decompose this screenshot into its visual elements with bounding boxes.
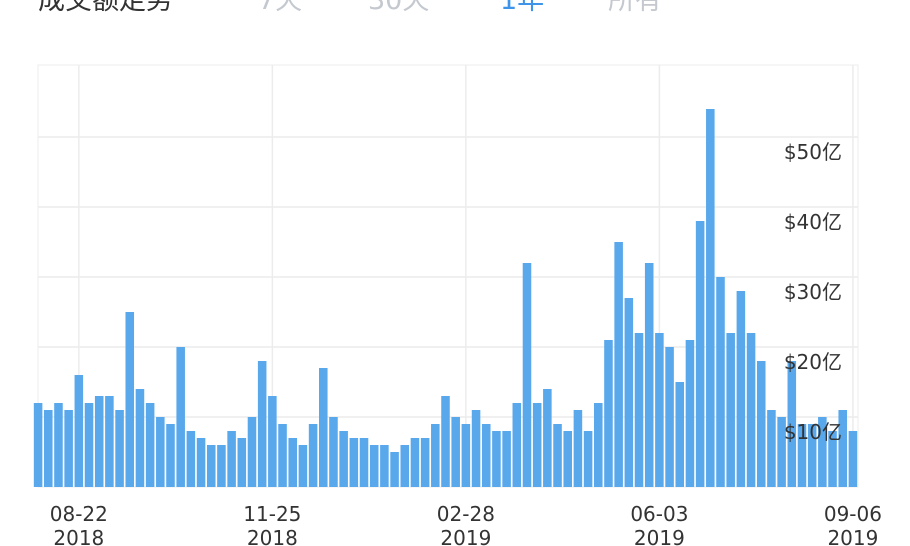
bar: [532, 403, 542, 487]
bar: [369, 445, 379, 487]
bar: [54, 403, 63, 487]
bar: [247, 417, 257, 487]
bar: [380, 445, 389, 487]
y-tick-label: $30亿: [784, 280, 842, 304]
bar: [807, 424, 817, 487]
bar: [655, 333, 664, 487]
bar: [94, 396, 104, 487]
bar: [349, 438, 359, 487]
bar: [695, 221, 705, 487]
bar: [522, 263, 532, 487]
bar: [461, 424, 471, 487]
bar: [74, 375, 84, 487]
bar: [115, 410, 124, 487]
bar: [838, 410, 847, 487]
bar: [736, 291, 746, 487]
bar: [797, 424, 807, 487]
bar: [624, 298, 634, 487]
x-tick-label: 02-28 2019: [436, 502, 495, 546]
bar: [64, 410, 73, 487]
bar: [257, 361, 267, 487]
bar: [135, 389, 145, 487]
range-tab[interactable]: 30天: [368, 0, 430, 16]
x-tick-label: 09-06 2019: [823, 502, 882, 546]
bar: [573, 410, 583, 487]
bar: [329, 417, 338, 487]
bar: [818, 417, 827, 487]
bar: [604, 340, 613, 487]
y-tick-label: $50亿: [784, 140, 842, 164]
bar: [746, 333, 756, 487]
bar: [268, 396, 277, 487]
bar: [410, 438, 420, 487]
x-tick-label: 11-25 2018: [243, 502, 302, 546]
bar: [125, 312, 135, 487]
bar: [685, 340, 695, 487]
bar: [145, 403, 155, 487]
range-tab[interactable]: 所有: [608, 0, 662, 16]
bar: [176, 347, 185, 487]
bar: [726, 333, 735, 487]
bar: [634, 333, 644, 487]
bar: [502, 431, 511, 487]
bar: [471, 410, 481, 487]
bar: [84, 403, 94, 487]
bar: [553, 424, 562, 487]
bar: [716, 277, 725, 487]
bar: [767, 410, 776, 487]
bar: [543, 389, 552, 487]
bar: [644, 263, 654, 487]
section-title: 成交额走势: [38, 0, 173, 16]
y-tick-label: $10亿: [784, 420, 842, 444]
bar: [512, 403, 522, 487]
y-tick-label: $40亿: [784, 210, 842, 234]
bar: [206, 445, 216, 487]
bar: [614, 242, 623, 487]
bar: [420, 438, 430, 487]
bar: [278, 424, 287, 487]
bar: [563, 431, 572, 487]
bar: [288, 438, 297, 487]
bar: [481, 424, 491, 487]
bar: [166, 424, 175, 487]
range-tab[interactable]: 7天: [258, 0, 303, 16]
bar: [828, 431, 837, 487]
bar: [451, 417, 460, 487]
bar: [583, 431, 593, 487]
bar: [390, 452, 399, 487]
bar: [186, 431, 196, 487]
bar: [706, 109, 715, 487]
x-tick-label: 08-22 2018: [49, 502, 108, 546]
bar: [675, 382, 685, 487]
bar: [441, 396, 450, 487]
x-tick-label: 06-03 2019: [630, 502, 689, 546]
bar: [319, 368, 328, 487]
bar: [237, 438, 247, 487]
bar: [665, 347, 674, 487]
bar: [431, 424, 440, 487]
bar: [359, 438, 369, 487]
bar: [400, 445, 410, 487]
bar: [777, 417, 786, 487]
range-tab[interactable]: 1年: [500, 0, 545, 16]
bar: [156, 417, 165, 487]
y-tick-label: $20亿: [784, 350, 842, 374]
bar: [594, 403, 603, 487]
bar: [339, 431, 348, 487]
bar: [217, 445, 226, 487]
bar: [298, 445, 308, 487]
bar: [105, 396, 114, 487]
bar: [756, 361, 766, 487]
bar: [308, 424, 318, 487]
bar: [848, 431, 858, 487]
bar: [492, 431, 501, 487]
bar: [227, 431, 236, 487]
bar: [44, 410, 53, 487]
bar: [33, 403, 43, 487]
bar: [196, 438, 206, 487]
bar: [787, 361, 797, 487]
